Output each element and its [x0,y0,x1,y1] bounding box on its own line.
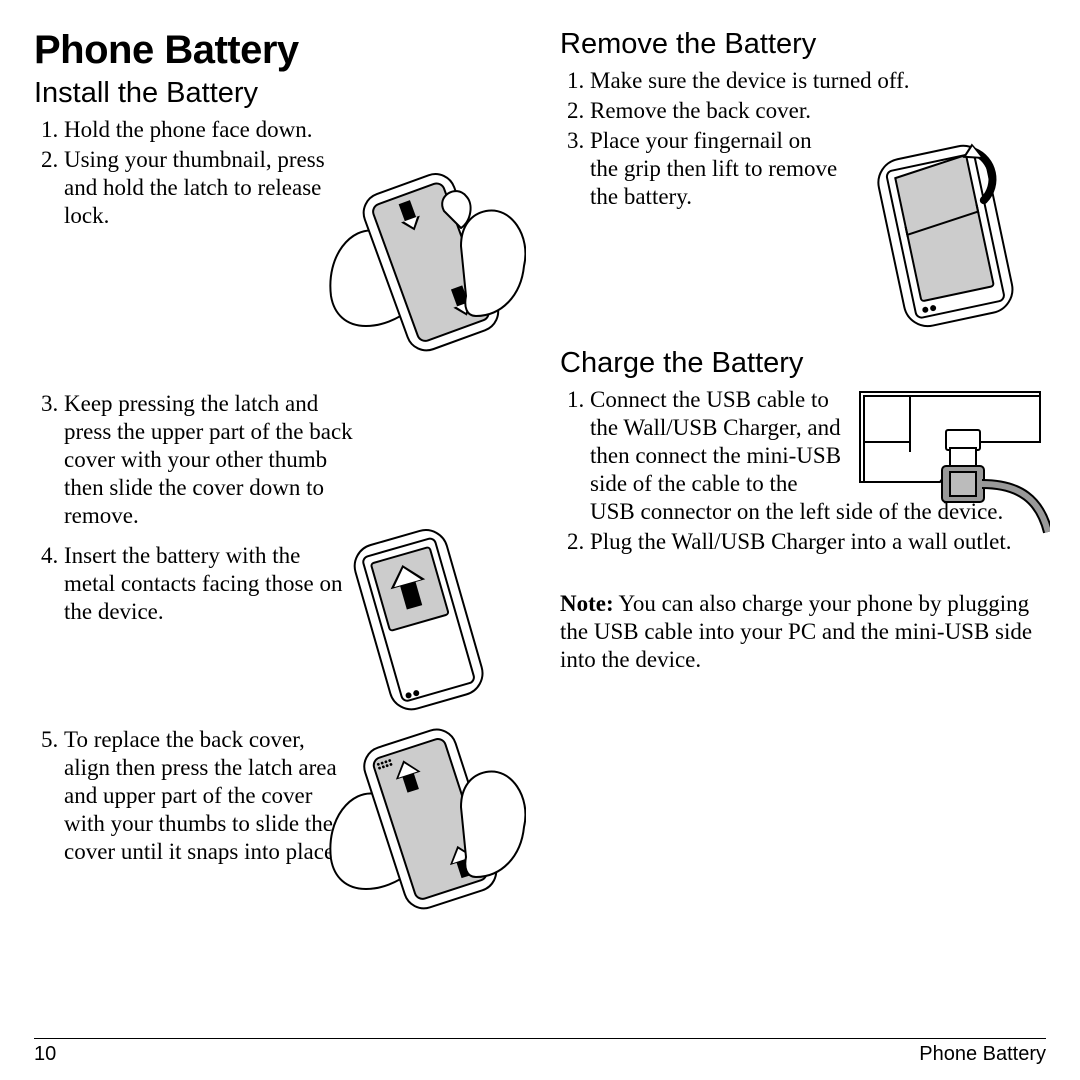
note-label: Note: [560,591,614,616]
install-step-2: Using your thumbnail, press and hold the… [64,146,344,230]
left-column: Phone Battery Install the Battery Hold t… [34,28,520,1018]
charge-step-1a: Connect the USB cable to the Wall/USB Ch… [590,386,855,498]
figure-lift-battery [840,139,1050,329]
figure-usb [850,382,1050,542]
install-step-4: Insert the battery with the metal contac… [64,542,344,626]
note-text: You can also charge your phone by pluggi… [560,591,1032,672]
remove-step-2: Remove the back cover. [590,97,1046,125]
figure-remove-cover [326,156,526,356]
install-list: Hold the phone face down. Using your thu… [34,116,520,926]
charge-heading: Charge the Battery [560,347,1046,380]
figure-insert-battery [326,524,516,714]
page-number: 10 [34,1043,56,1066]
remove-step-3: Place your fingernail on the grip then l… [590,127,840,211]
install-step-1: Hold the phone face down. [64,116,344,144]
install-step-3: Keep pressing the latch and press the up… [64,390,364,530]
section-title: Phone Battery [919,1043,1046,1066]
page-footer: 10 Phone Battery [34,1038,1046,1066]
remove-heading: Remove the Battery [560,28,1046,61]
charge-note: Note: You can also charge your phone by … [560,590,1046,674]
install-heading: Install the Battery [34,77,520,110]
figure-replace-cover [326,714,526,914]
install-step-5: To replace the back cover, align then pr… [64,726,344,866]
remove-step-1: Make sure the device is turned off. [590,67,1046,95]
right-column: Remove the Battery Make sure the device … [560,28,1046,1018]
page-title: Phone Battery [34,28,520,73]
